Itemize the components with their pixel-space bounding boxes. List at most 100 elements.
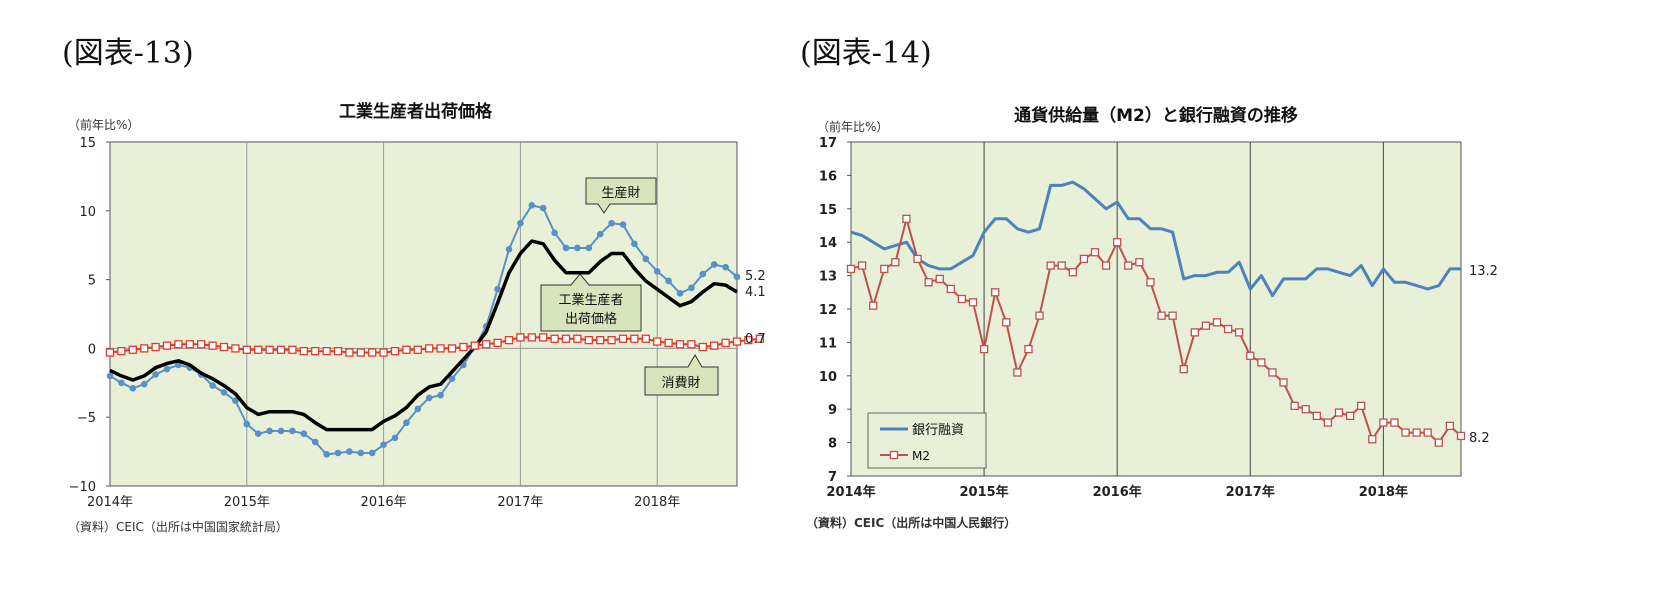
- y-tick-label: −10: [69, 480, 96, 495]
- data-point: [208, 341, 217, 350]
- data-point: [653, 268, 661, 275]
- data-point: [322, 347, 331, 356]
- data-point: [1212, 318, 1222, 327]
- data-point: [573, 334, 582, 343]
- data-point: [1357, 401, 1366, 411]
- data-point: [979, 344, 989, 354]
- data-point: [1101, 261, 1111, 270]
- data-point: [869, 301, 878, 310]
- data-point: [1379, 418, 1388, 427]
- data-point: [425, 344, 434, 353]
- data-point: [1113, 238, 1122, 247]
- data-point: [311, 347, 320, 356]
- data-point: [345, 348, 354, 357]
- y-tick-label: 13: [819, 270, 837, 285]
- data-point: [254, 430, 262, 438]
- data-point: [710, 341, 719, 350]
- data-point: [402, 345, 411, 354]
- data-point: [1035, 311, 1044, 320]
- data-point: [299, 347, 308, 356]
- data-point: [1445, 421, 1455, 431]
- y-axis-label: （前年比%）: [68, 117, 139, 132]
- data-point: [676, 290, 684, 297]
- end-value-label: 5.2: [745, 269, 766, 284]
- y-tick-label: 5: [88, 274, 96, 289]
- data-point: [1146, 278, 1155, 287]
- data-point: [1323, 418, 1333, 427]
- data-point: [641, 334, 650, 343]
- data-point: [924, 278, 933, 287]
- data-point: [618, 334, 628, 343]
- data-point: [1290, 401, 1299, 411]
- y-tick-label: 8: [828, 437, 837, 452]
- y-tick-label: −5: [77, 411, 96, 426]
- data-point: [1401, 428, 1410, 437]
- source-note: （資料）CEIC（出所は中国国家統計局）: [68, 519, 288, 534]
- data-point: [744, 335, 753, 345]
- data-point: [698, 342, 707, 352]
- x-tick-label: 2017年: [497, 495, 543, 510]
- data-point: [243, 420, 251, 428]
- data-point: [390, 347, 400, 356]
- data-point: [1257, 358, 1266, 367]
- data-point: [991, 288, 1000, 297]
- data-point: [1201, 321, 1211, 330]
- data-point: [493, 338, 502, 348]
- data-point: [539, 333, 548, 342]
- x-tick-label: 2016年: [1093, 484, 1142, 500]
- data-point: [608, 219, 615, 227]
- x-tick-label: 2015年: [224, 495, 270, 510]
- data-point: [1179, 364, 1188, 374]
- data-point: [957, 294, 967, 304]
- data-point: [699, 270, 707, 278]
- y-axis-label: （前年比%）: [817, 119, 888, 134]
- data-point: [755, 334, 764, 343]
- callout-consumer-goods: 消費財: [661, 376, 700, 391]
- data-point: [368, 449, 376, 457]
- data-point: [631, 240, 638, 248]
- data-point: [151, 342, 160, 352]
- y-tick-label: 15: [819, 203, 837, 218]
- data-point: [185, 340, 194, 349]
- callout-box: [585, 177, 657, 214]
- data-point: [459, 342, 468, 352]
- end-value-label: 4.1: [745, 285, 766, 300]
- data-point: [334, 449, 342, 457]
- series-line-2: [109, 336, 760, 354]
- data-point: [1090, 248, 1100, 257]
- y-tick-label: 16: [819, 169, 837, 184]
- data-point: [551, 229, 558, 237]
- data-point: [1124, 261, 1133, 270]
- data-point: [106, 372, 114, 380]
- data-point: [288, 345, 297, 354]
- data-point: [1345, 411, 1355, 421]
- callout-ppi-line1: 工業生産者: [558, 292, 623, 308]
- data-point: [630, 334, 639, 343]
- data-point: [1002, 318, 1011, 327]
- data-point: [266, 427, 273, 435]
- data-point: [254, 345, 263, 354]
- data-point: [528, 201, 536, 209]
- y-tick-label: 9: [828, 403, 837, 418]
- data-point: [379, 348, 388, 357]
- data-point: [846, 264, 856, 274]
- source-note: （資料）CEIC（出所は中国人民銀行）: [806, 515, 1016, 530]
- data-point: [1246, 351, 1255, 360]
- x-tick-label: 2014年: [87, 495, 133, 510]
- figure-13-label: (図表-13): [62, 36, 194, 71]
- data-point: [1390, 418, 1399, 427]
- series-line-1: [109, 239, 738, 432]
- data-point: [913, 254, 922, 264]
- data-point: [1157, 311, 1166, 320]
- data-point: [118, 379, 125, 387]
- data-point: [1279, 378, 1288, 387]
- data-point: [505, 246, 513, 253]
- legend-box: [867, 412, 987, 469]
- x-tick-label: 2018年: [1359, 484, 1408, 500]
- data-point: [1312, 411, 1321, 421]
- data-point: [197, 340, 206, 349]
- data-point: [1235, 328, 1244, 337]
- x-tick-label: 2017年: [1226, 484, 1275, 500]
- data-point: [1190, 328, 1199, 337]
